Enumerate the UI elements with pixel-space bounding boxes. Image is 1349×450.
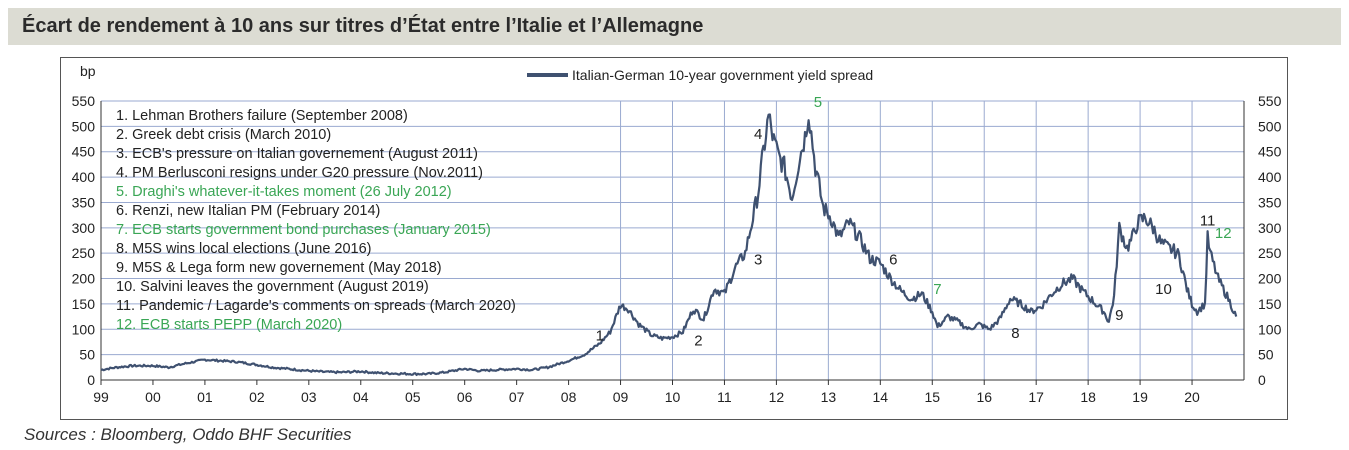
x-tick-label: 10 xyxy=(665,389,681,405)
x-tick-label: 03 xyxy=(301,389,317,405)
chart-frame xyxy=(60,57,1288,420)
y-tick-label-left: 500 xyxy=(72,118,96,134)
y-tick-label-left: 400 xyxy=(72,169,96,185)
x-tick-label: 07 xyxy=(509,389,525,405)
annotation-item: 2. Greek debt crisis (March 2010) xyxy=(116,127,331,143)
y-tick-label-left: 0 xyxy=(87,372,95,388)
annotation-item: 12. ECB starts PEPP (March 2020) xyxy=(116,317,342,333)
title-bar: Écart de rendement à 10 ans sur titres d… xyxy=(8,8,1341,45)
legend-label: Italian-German 10-year government yield … xyxy=(572,67,873,83)
x-tick-label: 12 xyxy=(769,389,785,405)
x-tick-label: 09 xyxy=(613,389,629,405)
y-tick-label-left: 50 xyxy=(79,347,95,363)
y-tick-label-left: 100 xyxy=(72,321,96,337)
x-tick-label: 20 xyxy=(1184,389,1200,405)
annotation-item: 8. M5S wins local elections (June 2016) xyxy=(116,241,372,257)
y-tick-label-left: 550 xyxy=(72,93,96,109)
y-tick-label-right: 350 xyxy=(1258,194,1282,210)
event-label: 2 xyxy=(694,333,702,350)
page-title: Écart de rendement à 10 ans sur titres d… xyxy=(22,15,704,37)
event-label: 3 xyxy=(754,251,762,268)
y-tick-label-right: 550 xyxy=(1258,93,1282,109)
x-tick-label: 99 xyxy=(93,389,109,405)
annotation-item: 6. Renzi, new Italian PM (February 2014) xyxy=(116,203,380,219)
annotation-item: 7. ECB starts government bond purchases … xyxy=(116,222,491,238)
x-tick-label: 04 xyxy=(353,389,369,405)
event-label: 7 xyxy=(933,281,941,298)
y-tick-label-right: 300 xyxy=(1258,220,1282,236)
x-tick-label: 00 xyxy=(145,389,161,405)
y-tick-label-right: 50 xyxy=(1258,347,1274,363)
annotation-item: 11. Pandemic / Lagarde's comments on spr… xyxy=(116,298,516,314)
y-tick-label-right: 200 xyxy=(1258,271,1282,287)
annotation-item: 4. PM Berlusconi resigns under G20 press… xyxy=(116,165,483,181)
event-label: 4 xyxy=(754,126,762,143)
series-line xyxy=(100,113,1238,376)
y-tick-label-right: 450 xyxy=(1258,144,1282,160)
x-tick-label: 02 xyxy=(249,389,265,405)
annotation-item: 10. Salvini leaves the government (Augus… xyxy=(116,279,429,295)
grid xyxy=(101,100,1244,380)
x-tick-label: 01 xyxy=(197,389,213,405)
y-tick-label-right: 150 xyxy=(1258,296,1282,312)
annotations: 1. Lehman Brothers failure (September 20… xyxy=(116,108,516,333)
x-tick-label: 18 xyxy=(1080,389,1096,405)
y-tick-label-right: 0 xyxy=(1258,372,1266,388)
x-tick-label: 11 xyxy=(717,389,732,405)
event-label: 5 xyxy=(814,94,822,111)
annotation-item: 1. Lehman Brothers failure (September 20… xyxy=(116,108,408,124)
x-tick-label: 05 xyxy=(405,389,421,405)
x-tick-label: 17 xyxy=(1028,389,1044,405)
event-label: 12 xyxy=(1215,225,1232,242)
x-tick-label: 08 xyxy=(561,389,577,405)
source-note: Sources : Bloomberg, Oddo BHF Securities xyxy=(24,425,352,444)
y-tick-label-right: 500 xyxy=(1258,118,1282,134)
event-label: 10 xyxy=(1155,281,1172,298)
y-tick-label-right: 400 xyxy=(1258,169,1282,185)
y-tick-label-left: 450 xyxy=(72,144,96,160)
y-tick-label-right: 250 xyxy=(1258,245,1282,261)
x-tick-label: 16 xyxy=(976,389,992,405)
x-tick-label: 06 xyxy=(457,389,473,405)
event-label: 6 xyxy=(889,251,897,268)
legend: Italian-German 10-year government yield … xyxy=(527,67,873,83)
y-axis-unit: bp xyxy=(80,63,96,79)
x-tick-label: 13 xyxy=(821,389,837,405)
y-tick-label-left: 300 xyxy=(72,220,96,236)
y-tick-label-left: 350 xyxy=(72,194,96,210)
y-tick-label-left: 250 xyxy=(72,245,96,261)
x-tick-label: 14 xyxy=(873,389,889,405)
annotation-item: 3. ECB's pressure on Italian governement… xyxy=(116,146,478,162)
annotation-item: 9. M5S & Lega form new governement (May … xyxy=(116,260,442,276)
event-label: 1 xyxy=(596,327,604,344)
event-label: 11 xyxy=(1200,212,1216,229)
series-group xyxy=(100,113,1238,376)
y-tick-label-right: 100 xyxy=(1258,321,1282,337)
annotation-item: 5. Draghi's whatever-it-takes moment (26… xyxy=(116,184,452,200)
x-tick-label: 15 xyxy=(924,389,940,405)
y-tick-label-left: 200 xyxy=(72,271,96,287)
y-tick-label-left: 150 xyxy=(72,296,96,312)
x-tick-label: 19 xyxy=(1132,389,1148,405)
event-label: 8 xyxy=(1011,325,1019,342)
event-label: 9 xyxy=(1115,307,1123,324)
